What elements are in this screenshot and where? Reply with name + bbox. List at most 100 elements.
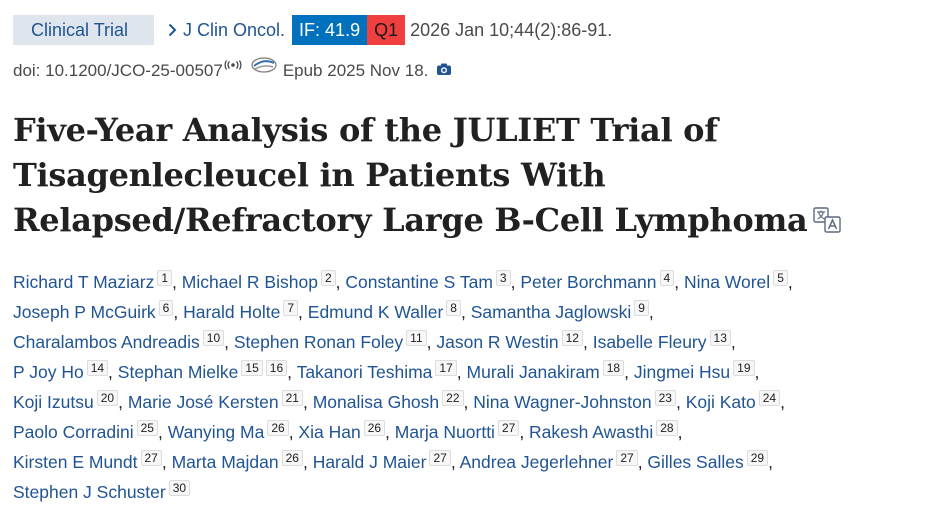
author-link[interactable]: Samantha Jaglowski: [470, 302, 632, 322]
author-link[interactable]: Michael R Bishop: [181, 272, 318, 292]
affiliation-badge[interactable]: 27: [616, 450, 638, 466]
affiliation-badge[interactable]: 15: [241, 360, 263, 376]
affiliation-badge[interactable]: 1: [157, 270, 173, 286]
author-separator: ,: [298, 302, 308, 322]
author-link[interactable]: Joseph P McGuirk: [13, 302, 156, 322]
affiliation-badge[interactable]: 7: [283, 300, 299, 316]
author-link[interactable]: Jingmei Hsu: [633, 362, 731, 382]
author-link[interactable]: P Joy Ho: [13, 362, 84, 382]
affiliation-badge[interactable]: 30: [168, 480, 191, 496]
author-separator: ,: [385, 422, 395, 442]
author-link[interactable]: Marie José Kersten: [127, 392, 279, 412]
affiliation-badge[interactable]: 27: [429, 450, 451, 466]
affiliation-badge[interactable]: 9: [634, 300, 649, 316]
affiliation-badge[interactable]: 19: [733, 360, 755, 376]
author-separator: ,: [161, 452, 172, 472]
quartile-badge[interactable]: Q1: [367, 15, 406, 45]
affiliation-badge[interactable]: 12: [561, 330, 583, 346]
author-link[interactable]: Harald J Maier: [312, 452, 427, 472]
affiliation-badge[interactable]: 26: [267, 420, 289, 436]
affiliation-badge[interactable]: 13: [709, 330, 731, 346]
affiliation-badge[interactable]: 27: [140, 450, 162, 466]
journal-link[interactable]: J Clin Oncol.: [183, 20, 286, 40]
author-link[interactable]: Nina Worel: [683, 272, 771, 292]
affiliation-badge[interactable]: 22: [442, 390, 464, 406]
author-separator: ,: [118, 392, 128, 412]
author-separator: ,: [302, 452, 313, 472]
author-link[interactable]: Stephen J Schuster: [13, 482, 166, 502]
affiliation-badge[interactable]: 23: [654, 390, 676, 406]
publication-type-badge[interactable]: Clinical Trial: [13, 15, 154, 45]
author-link[interactable]: Marta Majdan: [171, 452, 279, 472]
author-list: Richard T Maziarz 1, Michael R Bishop 2, C…: [13, 267, 913, 507]
author-link[interactable]: Isabelle Fleury: [592, 332, 707, 352]
affiliation-badge[interactable]: 14: [86, 360, 109, 376]
author-link[interactable]: Koji Kato: [685, 392, 756, 412]
author-link[interactable]: Monalisa Ghosh: [312, 392, 440, 412]
author-separator: ,: [172, 272, 182, 292]
affiliation-badge[interactable]: 20: [96, 390, 119, 406]
affiliation-badge[interactable]: 5: [773, 270, 788, 286]
affiliation-badge[interactable]: 3: [495, 270, 511, 286]
affiliation-badge[interactable]: 24: [758, 390, 781, 406]
author-separator: ,: [674, 272, 684, 292]
author-link[interactable]: Rakesh Awasthi: [529, 422, 654, 442]
author-link[interactable]: Nina Wagner-Johnston: [473, 392, 652, 412]
author-link[interactable]: Charalambos Andreadis: [13, 332, 200, 352]
chevron-right-icon[interactable]: [168, 23, 177, 37]
author-link[interactable]: Kirsten E Mundt: [13, 452, 138, 472]
affiliation-badge[interactable]: 8: [446, 300, 461, 316]
author-link[interactable]: Andrea Jegerlehner: [459, 452, 614, 472]
author-link[interactable]: Murali Janakiram: [466, 362, 600, 382]
author-link[interactable]: Wanying Ma: [167, 422, 265, 442]
article-title: Five-Year Analysis of the JULIET Trial o…: [13, 108, 853, 245]
author-link[interactable]: Paolo Corradini: [13, 422, 134, 442]
author-link[interactable]: Xia Han: [298, 422, 361, 442]
author-separator: ,: [173, 302, 184, 322]
affiliation-badge[interactable]: 10: [202, 330, 225, 346]
epub-date: Epub 2025 Nov 18.: [282, 61, 429, 80]
author-link[interactable]: Harald Holte: [183, 302, 281, 322]
affiliation-badge[interactable]: 21: [281, 390, 303, 406]
affiliation-badge[interactable]: 16: [265, 360, 288, 376]
doi-text[interactable]: doi: 10.1200/JCO-25-00507: [13, 61, 223, 80]
affiliation-badge[interactable]: 6: [158, 300, 174, 316]
author-link[interactable]: Stephen Ronan Foley: [233, 332, 404, 352]
affiliation-badge[interactable]: 29: [746, 450, 769, 466]
author-link[interactable]: Marja Nuortti: [394, 422, 495, 442]
affiliation-badge[interactable]: 2: [320, 270, 336, 286]
affiliation-badge[interactable]: 4: [659, 270, 675, 286]
author-link[interactable]: Koji Izutsu: [13, 392, 94, 412]
author-separator: ,: [335, 272, 346, 292]
affiliation-badge[interactable]: 17: [435, 360, 457, 376]
affiliation-badge[interactable]: 27: [497, 420, 520, 436]
author-link[interactable]: Gilles Salles: [647, 452, 744, 472]
affiliation-badge[interactable]: 26: [363, 420, 386, 436]
author-link[interactable]: Jason R Westin: [436, 332, 559, 352]
author-separator: ,: [677, 422, 683, 442]
author-separator: ,: [287, 362, 297, 382]
author-link[interactable]: Edmund K Waller: [307, 302, 444, 322]
broadcast-icon[interactable]: [224, 57, 242, 75]
author-link[interactable]: Peter Borchmann: [520, 272, 657, 292]
author-link[interactable]: Takanori Teshima: [296, 362, 433, 382]
citation-header: Clinical Trial J Clin Oncol. IF: 41.9 Q1…: [13, 15, 612, 45]
affiliation-badge[interactable]: 25: [136, 420, 158, 436]
camera-icon[interactable]: [436, 62, 452, 81]
author-separator: ,: [460, 302, 471, 322]
author-separator: ,: [768, 452, 773, 472]
translate-icon[interactable]: [813, 200, 842, 245]
author-link[interactable]: Richard T Maziarz: [13, 272, 155, 292]
affiliation-badge[interactable]: 26: [281, 450, 303, 466]
author-link[interactable]: Constantine S Tam: [345, 272, 493, 292]
impact-factor-badge[interactable]: IF: 41.9: [292, 15, 368, 45]
author-link[interactable]: Stephan Mielke: [117, 362, 239, 382]
affiliation-badge[interactable]: 18: [602, 360, 625, 376]
author-separator: ,: [648, 302, 654, 322]
publisher-logo-icon[interactable]: [251, 56, 277, 79]
author-separator: ,: [624, 362, 634, 382]
affiliation-badge[interactable]: 11: [406, 330, 427, 346]
citation-date: 2026 Jan 10;44(2):86-91.: [410, 20, 613, 40]
affiliation-badge[interactable]: 28: [656, 420, 678, 436]
article-title-text: Five-Year Analysis of the JULIET Trial o…: [13, 111, 808, 239]
